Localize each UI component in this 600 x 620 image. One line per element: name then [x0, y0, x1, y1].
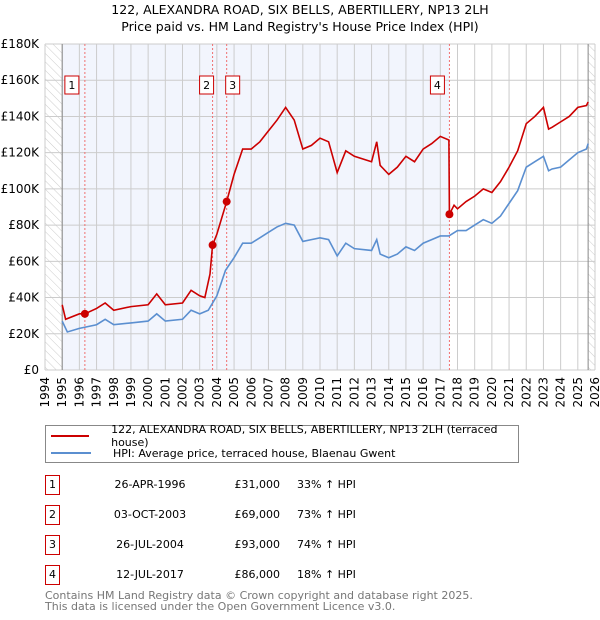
x-tick-label: 2002 — [176, 377, 190, 408]
sale-date: 12-JUL-2017 — [116, 568, 184, 581]
x-tick-label: 2004 — [210, 377, 224, 408]
x-tick-label: 2000 — [141, 377, 155, 408]
x-tick-label: 1998 — [107, 377, 121, 408]
y-tick-label: £20K — [8, 327, 40, 341]
x-tick-label: 2015 — [399, 377, 413, 408]
sale-label-box — [199, 75, 215, 95]
sale-label: 4 — [434, 79, 441, 92]
shaded-region — [62, 44, 450, 370]
sale-hpi-diff: 73% ↑ HPI — [297, 508, 356, 521]
sales-table-row: 4 12-JUL-2017 £86,000 18% ↑ HPI — [45, 565, 445, 585]
x-tick-label: 2026 — [588, 377, 600, 408]
sale-point — [80, 309, 89, 318]
sale-date: 26-JUL-2004 — [116, 538, 184, 551]
footer-copyright: Contains HM Land Registry data © Crown c… — [45, 589, 473, 602]
x-tick-label: 2021 — [502, 377, 516, 408]
x-tick-label: 1995 — [55, 377, 69, 408]
sale-hpi-diff: 74% ↑ HPI — [297, 538, 356, 551]
sales-table-row: 1 26-APR-1996 £31,000 33% ↑ HPI — [45, 475, 445, 495]
chart-subtitle: Price paid vs. HM Land Registry's House … — [121, 19, 479, 34]
x-tick-label: 2007 — [261, 377, 275, 408]
x-tick-label: 2024 — [554, 377, 568, 408]
x-tick-label: 2001 — [158, 377, 172, 408]
x-tick-label: 2025 — [571, 377, 585, 408]
sale-hpi-diff: 18% ↑ HPI — [297, 568, 356, 581]
sale-date: 03-OCT-2003 — [113, 508, 187, 521]
y-tick-label: £140K — [1, 109, 41, 123]
footer-licence: This data is licensed under the Open Gov… — [45, 600, 396, 613]
x-tick-label: 2012 — [347, 377, 361, 408]
x-tick-label: 2006 — [244, 377, 258, 408]
sales-table-row: 2 03-OCT-2003 £69,000 73% ↑ HPI — [45, 505, 445, 525]
sale-point — [445, 210, 454, 219]
sale-price: £31,000 — [234, 478, 281, 491]
y-tick-label: £60K — [8, 254, 40, 268]
legend-item-hpi: HPI: Average price, terraced house, Blae… — [46, 445, 395, 461]
sale-label-box — [64, 75, 80, 95]
y-tick-label: £40K — [8, 291, 40, 305]
sale-number-badge: 1 — [45, 475, 60, 495]
sale-label-box — [429, 75, 445, 95]
sale-date: 26-APR-1996 — [114, 478, 186, 491]
sale-label: 1 — [68, 79, 75, 92]
x-tick-label: 2014 — [382, 377, 396, 408]
legend-swatch-blue — [51, 452, 91, 454]
x-tick-label: 2008 — [279, 377, 293, 408]
x-tick-label: 2013 — [365, 377, 379, 408]
hatched-region — [588, 44, 595, 370]
hatched-region — [45, 44, 63, 370]
sale-number-badge: 2 — [45, 505, 60, 525]
y-tick-label: £80K — [8, 218, 40, 232]
price-paid-line — [61, 101, 589, 321]
sale-label-box — [225, 75, 241, 95]
plot-area: 1994 1995 1996 1997 1998 1999 2000 2001 2002 2003… — [1, 37, 600, 408]
y-tick-label: £0 — [24, 363, 39, 377]
x-tick-label: 2019 — [468, 377, 482, 408]
sale-price: £69,000 — [234, 508, 281, 521]
y-tick-label: £160K — [1, 73, 41, 87]
x-tick-label: 2016 — [416, 377, 430, 408]
sale-price: £86,000 — [234, 568, 281, 581]
sale-point — [222, 197, 231, 206]
x-tick-label: 2023 — [536, 377, 550, 408]
x-tick-label: 2022 — [519, 377, 533, 408]
chart-title: 122, ALEXANDRA ROAD, SIX BELLS, ABERTILL… — [111, 2, 489, 17]
x-tick-label: 2010 — [313, 377, 327, 408]
sales-table-row: 3 26-JUL-2004 £93,000 74% ↑ HPI — [45, 535, 445, 555]
sale-number-badge: 4 — [45, 565, 60, 585]
legend: 122, ALEXANDRA ROAD, SIX BELLS, ABERTILL… — [45, 423, 519, 463]
x-tick-label: 2018 — [451, 377, 465, 408]
x-tick-label: 2003 — [193, 377, 207, 408]
sale-label: 2 — [203, 79, 210, 92]
sale-number-badge: 3 — [45, 535, 60, 555]
x-tick-label: 2020 — [485, 377, 499, 408]
sale-label: 3 — [229, 79, 236, 92]
x-tick-label: 1994 — [38, 377, 52, 408]
x-tick-label: 2011 — [330, 377, 344, 408]
sale-point — [208, 241, 217, 250]
legend-label: HPI: Average price, terraced house, Blae… — [113, 446, 396, 460]
x-tick-label: 1999 — [124, 377, 138, 408]
y-tick-label: £180K — [1, 37, 41, 51]
x-tick-label: 2005 — [227, 377, 241, 408]
x-tick-label: 2017 — [433, 377, 447, 408]
x-tick-label: 1996 — [72, 377, 86, 408]
legend-item-property: 122, ALEXANDRA ROAD, SIX BELLS, ABERTILL… — [46, 423, 518, 449]
sale-hpi-diff: 33% ↑ HPI — [297, 478, 356, 491]
y-tick-label: £120K — [1, 146, 41, 160]
legend-swatch-red — [51, 435, 90, 437]
hpi-line — [61, 143, 589, 333]
x-tick-label: 2009 — [296, 377, 310, 408]
sale-price: £93,000 — [234, 538, 281, 551]
x-tick-label: 1997 — [90, 377, 104, 408]
legend-label: 122, ALEXANDRA ROAD, SIX BELLS, ABERTILL… — [111, 423, 498, 449]
y-tick-label: £100K — [1, 182, 41, 196]
